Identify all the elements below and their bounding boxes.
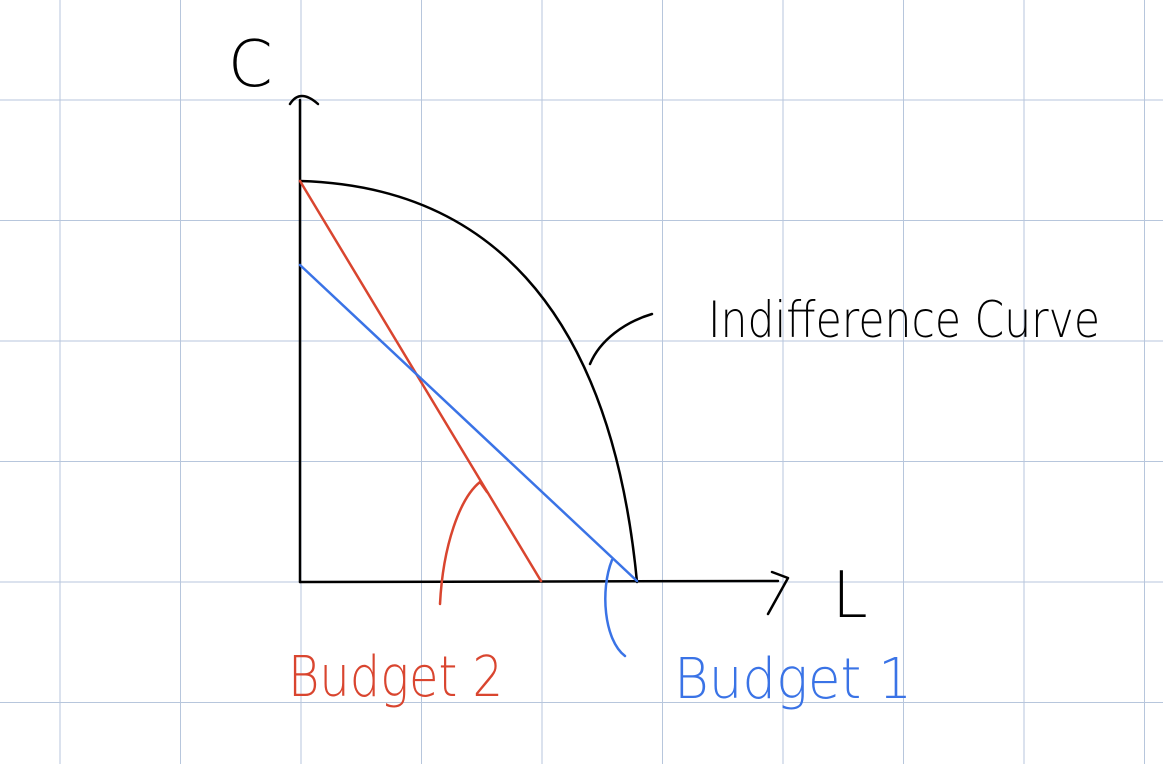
- axes: [288, 94, 790, 616]
- x-axis: [298, 579, 780, 584]
- budget2-pointer-stroke: [438, 480, 489, 606]
- budget1-label: Budget 1: [674, 647, 912, 712]
- budget-line-2: [298, 179, 543, 583]
- x-axis-label: L: [832, 559, 868, 633]
- y-axis-arrowhead: [288, 94, 320, 106]
- indifference-curve-label: Indifference Curve: [708, 291, 1100, 349]
- x-axis-arrowhead: [766, 570, 790, 616]
- budget1-pointer-stroke: [604, 558, 627, 658]
- budget2-label: Budget 2: [288, 645, 503, 710]
- budget-line-1: [298, 263, 639, 583]
- indifference-curve: [298, 179, 639, 584]
- curve-pointer-stroke: [588, 312, 654, 366]
- y-axis-label: C: [228, 28, 273, 102]
